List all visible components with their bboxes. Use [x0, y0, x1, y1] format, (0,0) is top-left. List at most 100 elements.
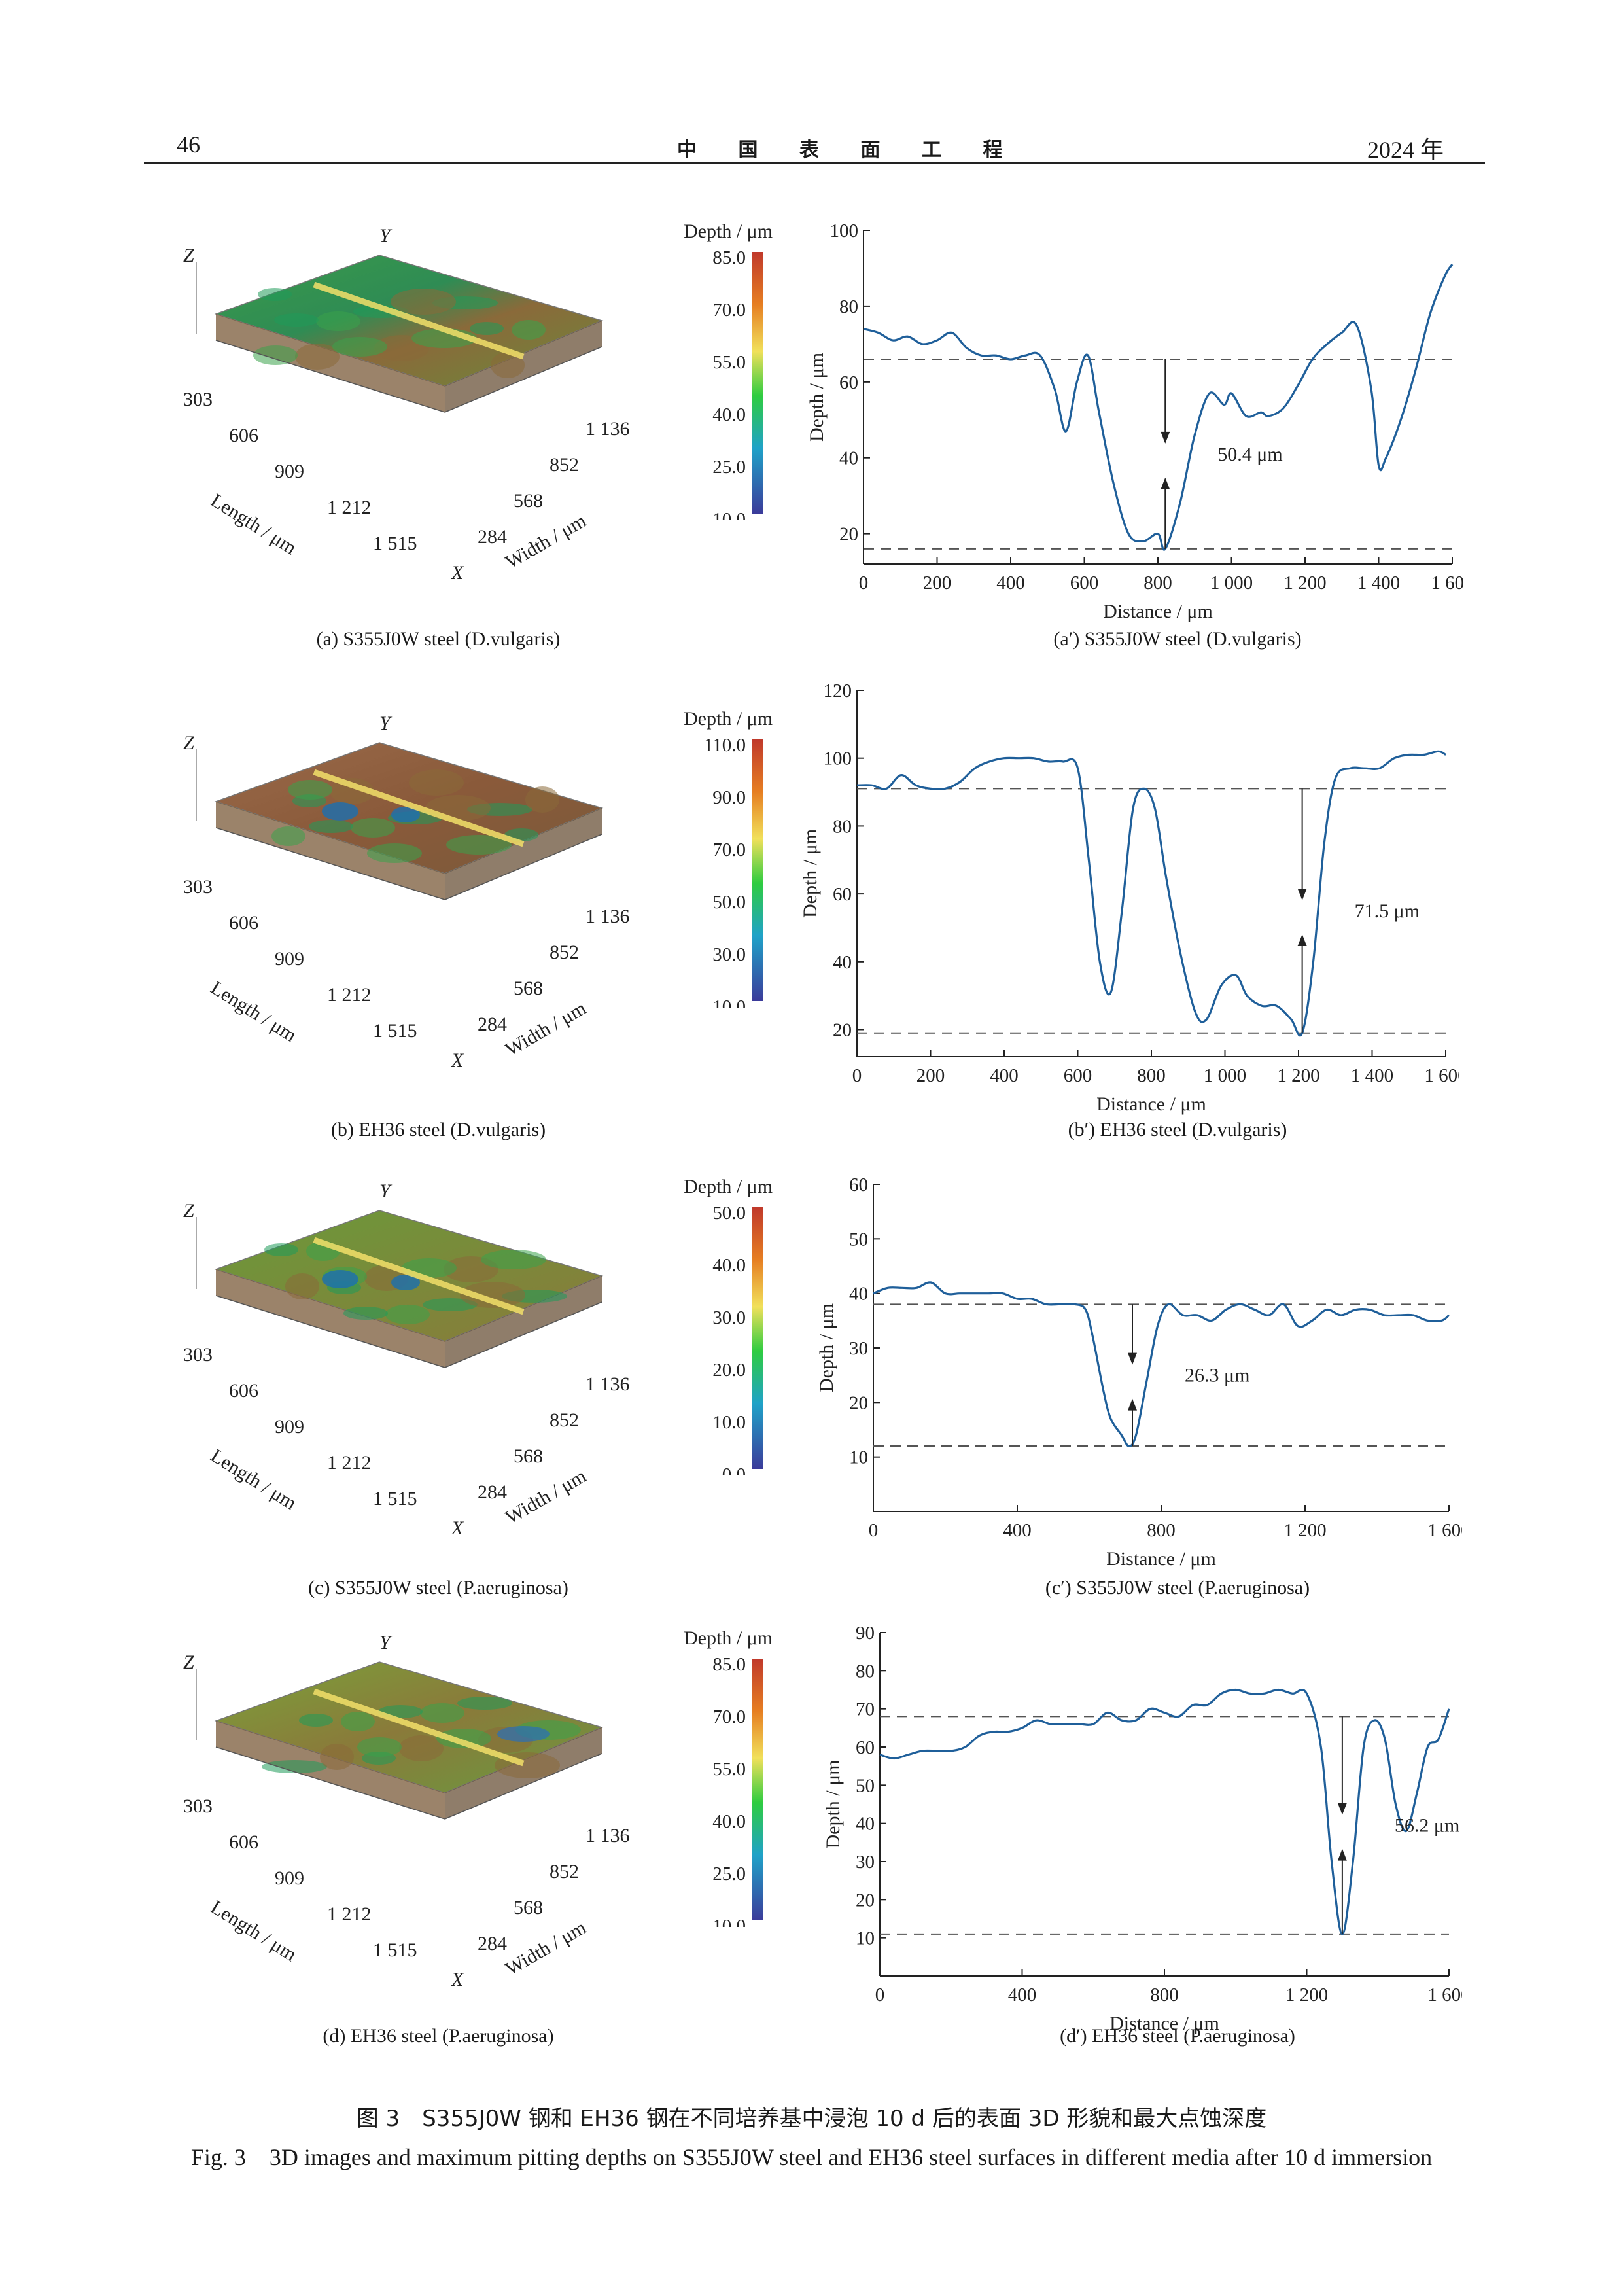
y-tick-label: 20	[833, 1020, 852, 1041]
length-tick: 1 515	[373, 1488, 417, 1510]
length-axis-title: Length / μm	[207, 977, 300, 1046]
depth-profile-chart: 0 200 400 600 800 1 000 1 200 1 400 1 600 20 40 60 8…	[806, 221, 1465, 622]
y-tick-label: 30	[856, 1852, 875, 1873]
y-axis-label: Y	[379, 713, 393, 734]
y-axis-title: Depth / μm	[822, 1759, 844, 1848]
y-tick-label: 100	[830, 221, 859, 241]
depth-profile-curve	[856, 750, 1446, 1037]
colorbar-tick: 85.0	[712, 1654, 746, 1675]
width-tick: 284	[478, 526, 507, 548]
x-tick-label: 0	[859, 573, 869, 593]
image-caption: (b) EH36 steel (D.vulgaris)	[330, 1119, 546, 1140]
y-tick-label: 40	[839, 448, 858, 469]
colorbar-title: Depth / μm	[684, 1627, 773, 1649]
width-tick: 852	[550, 942, 579, 963]
x-tick-label: 600	[1070, 573, 1099, 593]
depth-profile-chart: 0 200 400 600 800 1 000 1 200 1 400 1 600 20 40 60 8…	[799, 680, 1459, 1115]
figure-caption-zh: 图 3 S355J0W 钢和 EH36 钢在不同培养基中浸泡 10 d 后的表面…	[356, 2106, 1267, 2132]
depth-profile-curve	[863, 264, 1454, 551]
y-tick-label: 40	[856, 1814, 875, 1835]
length-tick: 1 212	[327, 497, 372, 518]
y-tick-label: 100	[824, 749, 852, 769]
length-tick: 1 515	[373, 533, 417, 554]
colorbar-tick: 25.0	[712, 457, 746, 478]
x-tick-label: 1 400	[1351, 1065, 1393, 1086]
y-axis-label: Y	[379, 1180, 393, 1202]
x-axis-title: Distance / μm	[1109, 2013, 1219, 2034]
x-tick-label: 400	[990, 1065, 1019, 1086]
colorbar-tick: 10.0	[712, 509, 746, 520]
width-tick: 1 136	[585, 418, 630, 440]
x-tick-label: 1 200	[1283, 1520, 1326, 1541]
chart-caption: (b′) EH36 steel (D.vulgaris)	[1068, 1119, 1287, 1140]
y-tick-label: 60	[849, 1174, 868, 1195]
colorbar-tick: 110.0	[704, 735, 746, 756]
colorbar-tick: 70.0	[712, 839, 746, 860]
width-tick: 284	[478, 1014, 507, 1035]
y-tick-label: 90	[856, 1623, 875, 1644]
width-axis-title: Width / μm	[502, 997, 590, 1061]
x-tick-label: 1 000	[1204, 1065, 1246, 1086]
y-axis-title: Depth / μm	[799, 829, 821, 918]
width-tick: 1 136	[585, 906, 630, 927]
y-axis-label: Y	[379, 1632, 393, 1653]
y-tick-label: 20	[856, 1890, 875, 1911]
x-axis-label: X	[451, 1050, 464, 1070]
length-tick: 606	[229, 1380, 258, 1402]
y-tick-label: 80	[833, 816, 852, 837]
chart-caption: (a′) S355J0W steel (D.vulgaris)	[1053, 628, 1302, 650]
colorbar-title: Depth / μm	[684, 1176, 773, 1197]
length-tick: 303	[183, 1795, 213, 1817]
colorbar-tick: 20.0	[712, 1360, 746, 1381]
y-tick-label: 60	[833, 884, 852, 905]
depth-profile-chart: 0 400 800 1 200 1 600 10 20 30 40 50 60 70 80 90 Dista…	[822, 1623, 1462, 2034]
z-axis-label: Z	[183, 1651, 194, 1673]
x-tick-label: 400	[1003, 1520, 1032, 1541]
colorbar-title: Depth / μm	[684, 221, 773, 242]
y-tick-label: 70	[856, 1699, 875, 1720]
x-tick-label: 400	[996, 573, 1025, 593]
length-tick: 1 515	[373, 1020, 417, 1042]
header-rule	[144, 162, 1485, 164]
x-axis-title: Distance / μm	[1096, 1093, 1206, 1115]
x-tick-label: 1 200	[1283, 573, 1326, 593]
depth-annotation: 71.5 μm	[1355, 900, 1420, 922]
x-tick-label: 800	[1137, 1065, 1166, 1086]
depth-annotation: 56.2 μm	[1395, 1815, 1459, 1837]
colorbar-tick: 10.0	[712, 997, 746, 1008]
y-tick-label: 80	[839, 296, 858, 317]
image-caption: (d) EH36 steel (P.aeruginosa)	[323, 2025, 554, 2047]
width-tick: 284	[478, 1933, 507, 1954]
length-tick: 909	[275, 948, 304, 970]
colorbar: Depth / μm 85.0 70.0 55.0 40.0 25.0 10.0	[684, 1627, 773, 1927]
width-axis-title: Width / μm	[502, 1465, 590, 1528]
depth-profile-chart: 0 400 800 1 200 1 600 10 20 30 40 50 60 Distance / …	[816, 1174, 1462, 1570]
width-tick: 568	[514, 1897, 543, 1918]
length-tick: 1 515	[373, 1939, 417, 1961]
length-tick: 606	[229, 425, 258, 446]
x-tick-label: 1 600	[1427, 1985, 1462, 2005]
x-axis-title: Distance / μm	[1106, 1548, 1216, 1570]
z-axis-label: Z	[183, 245, 194, 266]
x-tick-label: 0	[852, 1065, 862, 1086]
y-tick-label: 50	[856, 1775, 875, 1796]
colorbar-tick: 55.0	[712, 1759, 746, 1780]
length-tick: 303	[183, 1344, 213, 1366]
y-tick-label: 20	[839, 524, 858, 545]
x-tick-label: 0	[869, 1520, 879, 1541]
colorbar-tick: 90.0	[712, 787, 746, 808]
x-axis-label: X	[451, 1517, 464, 1538]
colorbar-tick: 0.0	[722, 1464, 746, 1475]
x-tick-label: 1 000	[1210, 573, 1253, 593]
figure-caption-en: Fig. 3 3D images and maximum pitting dep…	[190, 2144, 1433, 2170]
length-axis-title: Length / μm	[207, 1896, 300, 1966]
width-axis-title: Width / μm	[502, 1916, 590, 1980]
y-axis-label: Y	[379, 225, 393, 247]
x-tick-label: 400	[1008, 1985, 1037, 2005]
length-tick: 909	[275, 1867, 304, 1889]
colorbar: Depth / μm 50.0 40.0 30.0 20.0 10.0 0.0	[684, 1176, 773, 1475]
x-tick-label: 1 200	[1285, 1985, 1328, 2005]
